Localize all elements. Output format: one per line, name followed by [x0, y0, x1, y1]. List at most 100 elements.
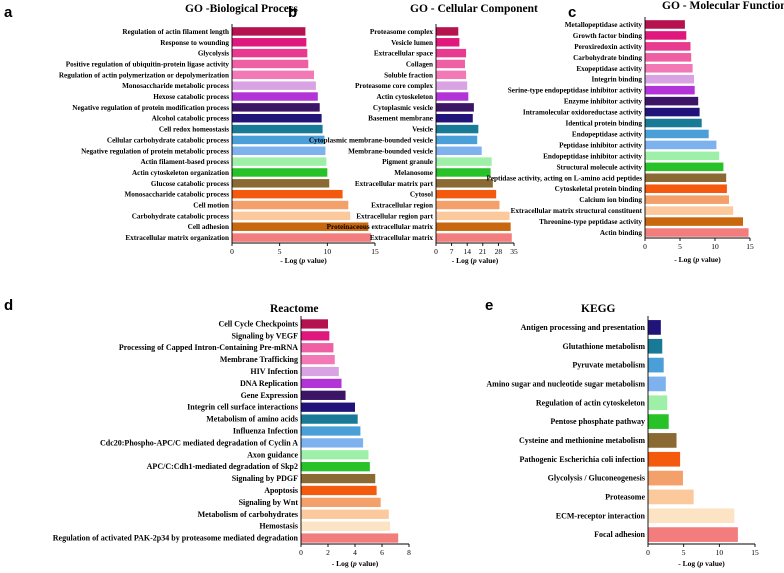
x-tick-label: 15	[371, 247, 379, 256]
x-tick-label: 21	[479, 247, 487, 256]
x-axis-title: - Log (p value)	[452, 256, 499, 265]
bar-actin-cytoskeleton	[436, 92, 469, 101]
category-label: Amino sugar and nucleotide sugar metabol…	[486, 379, 645, 388]
category-label: Extracellular matrix structural constitu…	[511, 207, 643, 215]
bar-cytoskeletal-protein-binding	[645, 184, 727, 193]
category-label: Negative regulation of protein metabolic…	[81, 147, 229, 155]
bar-regulation-of-activated-pak-2p34-by-proteasome-mediated-degradation	[301, 533, 399, 543]
bar-response-to-wounding	[232, 38, 307, 47]
category-label: Alcohol catabolic process	[152, 115, 230, 123]
category-label: Cysteine and methionine metabolism	[519, 436, 645, 445]
bar-axon-guidance	[301, 450, 369, 460]
bar-glycolysis	[232, 48, 308, 58]
x-tick-label: 10	[716, 548, 724, 557]
panel-letter: c	[568, 4, 576, 21]
bar-endopeptidase-activity	[645, 129, 709, 139]
category-label: Pathogenic Escherichia coli infection	[519, 455, 645, 464]
bar-amino-sugar-and-nucleotide-sugar-metabolism	[648, 376, 666, 392]
bar-extracellular-matrix-part	[436, 179, 493, 188]
bar-extracellular-region	[436, 200, 500, 210]
x-tick-label: 6	[380, 548, 384, 557]
category-label: Cytoskeletal protein binding	[555, 185, 643, 193]
bar-actin-binding	[645, 228, 749, 237]
bar-negative-regulation-of-protein-modification-process	[232, 103, 320, 112]
panel-a-go-biological-process: a GO -Biological Process Regulation of act…	[4, 3, 379, 265]
category-label: Membrane-bounded vesicle	[348, 147, 433, 155]
x-axis-title-p: p	[695, 255, 700, 264]
bar-proteasome	[648, 489, 694, 505]
x-tick-label: 14	[463, 247, 471, 256]
x-tick-label: 0	[299, 548, 303, 557]
category-label: Positive regulation of ubiquitin-protein…	[66, 60, 230, 68]
x-tick-label: 0	[230, 247, 234, 256]
x-tick-label: 35	[510, 247, 518, 256]
bar-processing-of-capped-intron-containing-pre-mrna	[301, 343, 334, 353]
bar-extracellular-matrix	[436, 233, 512, 242]
bar-antigen-processing-and-presentation	[648, 320, 661, 335]
x-tick-label: 0	[434, 247, 438, 256]
category-label: Extracellular matrix	[370, 234, 434, 242]
category-label: Cell Cycle Checkpoints	[218, 319, 298, 328]
category-label: Metabolism of carbohydrates	[198, 510, 298, 519]
category-label: Structural molecule activity	[557, 163, 643, 171]
bar-cell-cycle-checkpoints	[301, 319, 328, 329]
category-label: Antigen processing and presentation	[521, 323, 646, 332]
bar-cytoplasmic-membrane-bounded-vesicle	[436, 135, 478, 145]
chart-title: Reactome	[270, 303, 319, 315]
category-label: Proteinaceous extracellular matrix	[327, 223, 434, 231]
category-label: Peptidase activity, acting on L-amino ac…	[486, 174, 642, 182]
bar-extracellular-region-part	[436, 211, 510, 221]
category-label: Signaling by VEGF	[231, 331, 298, 340]
bar-actin-cytoskeleton-organization	[232, 168, 328, 177]
bar-glucose-catabolic-process	[232, 179, 330, 188]
x-axis-title-p: p	[699, 559, 704, 568]
bar-integrin-binding	[645, 74, 694, 84]
bar-regulation-of-actin-filament-length	[232, 27, 306, 36]
x-tick-label: 28	[495, 247, 503, 256]
category-label: Proteasome core complex	[355, 82, 433, 90]
bar-vesicle	[436, 124, 479, 134]
category-label: Negative regulation of protein modificat…	[72, 104, 229, 112]
category-label: Basement membrane	[368, 115, 433, 123]
x-axis-title-prefix: - Log (	[452, 256, 474, 265]
category-label: Hexose catabolic process	[153, 93, 229, 101]
category-label: Hemostasis	[259, 522, 298, 531]
category-label: Collagen	[406, 60, 433, 68]
x-axis-title-p: p	[352, 559, 357, 568]
bar-glycolysis-gluconeogenesis	[648, 470, 683, 486]
category-label: Response to wounding	[160, 39, 229, 47]
category-label: Peroxiredoxin activity	[574, 43, 642, 51]
bar-monosaccharide-catabolic-process	[232, 189, 343, 199]
bar-melanosome	[436, 168, 491, 177]
x-axis-title-suffix: value)	[703, 559, 725, 568]
bar-structural-molecule-activity	[645, 162, 724, 172]
category-label: Cdc20:Phospho-APC/C mediated degradation…	[100, 438, 298, 447]
bar-alcohol-catabolic-process	[232, 113, 322, 123]
category-label: Regulation of actin filament length	[122, 28, 229, 36]
category-label: Metallopeptidase activity	[565, 21, 643, 29]
bar-membrane-bounded-vesicle	[436, 146, 482, 155]
bar-signaling-by-wnt	[301, 497, 381, 508]
category-label: Actin cytoskeleton organization	[132, 169, 229, 177]
category-label: Pigment granule	[382, 158, 433, 166]
category-label: Extracellular matrix organization	[125, 234, 229, 242]
bar-cellular-carbohydrate-catabolic-process	[232, 135, 325, 145]
category-label: Focal adhesion	[594, 530, 645, 539]
panel-letter: d	[4, 297, 13, 314]
category-label: Identical protein binding	[565, 120, 642, 128]
category-label: Metabolism of amino acids	[206, 415, 298, 424]
bar-peroxiredoxin-activity	[645, 42, 691, 51]
bar-identical-protein-binding	[645, 118, 702, 128]
category-label: Regulation of activated PAK-2p34 by prot…	[53, 534, 299, 543]
panel-letter: e	[485, 297, 493, 314]
category-label: Actin cytoskeleton	[377, 93, 434, 101]
category-label: Extracellular region part	[356, 212, 433, 220]
bar-hiv-infection	[301, 366, 339, 377]
category-label: HIV Infection	[250, 367, 298, 376]
category-label: Serine-type endopeptidase inhibitor acti…	[508, 87, 643, 95]
category-label: Extracellular region	[371, 202, 433, 210]
x-axis-title: - Log (p value)	[280, 256, 327, 265]
x-tick-label: 7	[450, 247, 454, 256]
bar-signaling-by-pdgf	[301, 473, 376, 484]
bar-influenza-infection	[301, 426, 361, 436]
